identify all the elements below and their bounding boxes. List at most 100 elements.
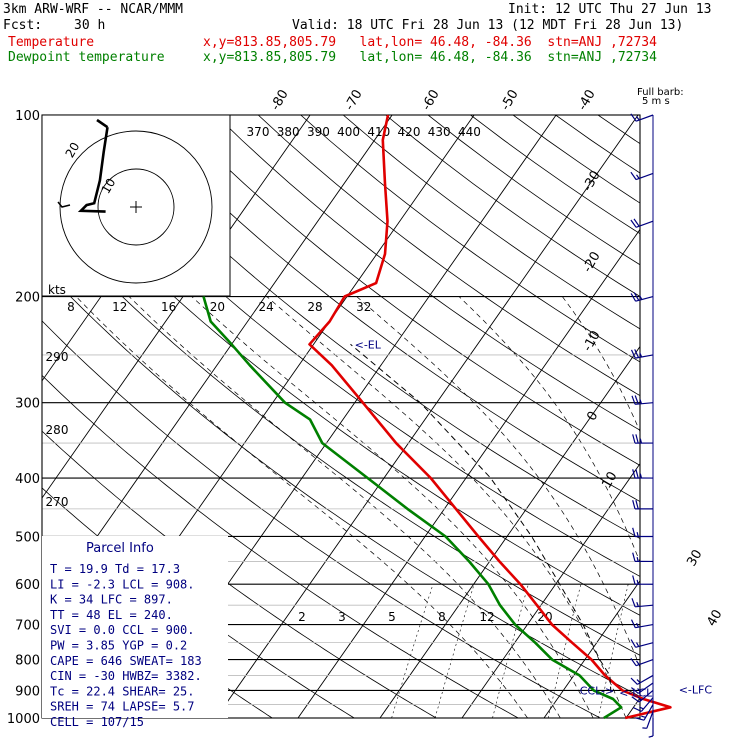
wind-barb-flag bbox=[636, 602, 639, 607]
hodograph-trace bbox=[77, 127, 109, 213]
hodograph-unit: kts bbox=[48, 283, 66, 297]
temperature-location: x,y=813.85,805.79 lat,lon= 46.48, -84.36… bbox=[203, 35, 657, 50]
isotherm-line bbox=[215, 115, 639, 718]
hodograph-ring-label: 10 bbox=[99, 176, 119, 196]
wind-barb-flag bbox=[632, 500, 636, 510]
hodograph-ring bbox=[97, 168, 175, 246]
parcel-info-row: LI = -2.3 LCL = 908. bbox=[50, 577, 195, 591]
hodograph-ring bbox=[59, 130, 213, 284]
dry-adiabat-line bbox=[42, 374, 520, 718]
isotherm-label: -40 bbox=[575, 87, 599, 113]
wind-barb-flag bbox=[639, 399, 643, 404]
wind-barb-flag bbox=[635, 469, 639, 479]
mixing-ratio-label: 3 bbox=[338, 610, 346, 624]
wind-barb-flag bbox=[639, 295, 643, 300]
hodograph-speed-tick: 20 bbox=[210, 300, 225, 314]
parcel-info-panel bbox=[42, 536, 228, 718]
theta-label: 400 bbox=[337, 125, 360, 139]
isotherm-label: -10 bbox=[580, 328, 604, 354]
wind-barb-flag bbox=[630, 113, 637, 122]
forecast-label: Fcst: bbox=[3, 18, 43, 33]
hodograph-trace bbox=[96, 118, 109, 129]
wind-barb-flag bbox=[634, 395, 639, 405]
dry-adiabat-line bbox=[641, 115, 740, 731]
wind-barb-flag bbox=[631, 598, 636, 608]
mixing-ratio-label: 5 bbox=[388, 610, 396, 624]
isotherm-line bbox=[461, 462, 640, 718]
wind-barb-flag bbox=[633, 218, 640, 227]
moist-adiabat-line bbox=[266, 296, 627, 718]
wind-barb-flag bbox=[639, 473, 643, 479]
wind-barb-flag bbox=[633, 292, 640, 301]
parcel-info-row: CIN = -30 HWBZ= 3382. bbox=[50, 669, 202, 683]
theta-label: 430 bbox=[428, 125, 451, 139]
wind-barb-flag bbox=[639, 352, 643, 358]
mixing-ratio-line bbox=[492, 584, 529, 718]
hodograph-speed-tick: 28 bbox=[307, 300, 322, 314]
parcel-info-row: K = 34 LFC = 897. bbox=[50, 593, 173, 607]
parcel-path bbox=[350, 343, 612, 693]
isotherm-label: 0 bbox=[584, 409, 601, 424]
pressure-label: 200 bbox=[15, 291, 40, 306]
dry-adiabat-line bbox=[257, 115, 640, 397]
isotherm-label: -70 bbox=[342, 87, 366, 113]
pressure-label: 100 bbox=[15, 109, 40, 124]
pressure-label: 1000 bbox=[7, 712, 40, 727]
wind-barb-flag bbox=[630, 657, 637, 667]
wind-barb-flag bbox=[632, 469, 636, 479]
wind-barb-flag bbox=[636, 579, 639, 585]
parcel-info-row: SREH = 74 LAPSE= 5.7 bbox=[50, 700, 195, 714]
theta-side-label: 290 bbox=[46, 350, 69, 364]
isotherm-label: -80 bbox=[268, 87, 292, 113]
mixing-ratio-line bbox=[547, 584, 582, 718]
temperature-legend: Temperature bbox=[8, 35, 95, 50]
wind-barb-flag bbox=[636, 679, 641, 684]
mixing-ratio-line bbox=[665, 584, 691, 718]
theta-label: 410 bbox=[367, 125, 390, 139]
theta-label: 420 bbox=[398, 125, 421, 139]
moist-adiabat-line bbox=[562, 296, 640, 433]
pressure-label: 900 bbox=[15, 684, 40, 699]
hodograph-speed-tick: 8 bbox=[67, 300, 75, 314]
wind-barb-flag bbox=[639, 438, 643, 444]
wind-barb-flag bbox=[639, 706, 644, 710]
pressure-label: 300 bbox=[15, 397, 40, 412]
wind-barb-flag bbox=[633, 707, 642, 712]
isotherm-label: -30 bbox=[580, 168, 604, 194]
theta-label: 370 bbox=[247, 125, 270, 139]
wind-barb-flag bbox=[631, 696, 640, 703]
isotherm-label: -60 bbox=[419, 87, 443, 113]
isotherm-line bbox=[625, 697, 640, 718]
theta-label: 390 bbox=[307, 125, 330, 139]
dry-adiabat-line bbox=[42, 213, 640, 656]
wind-barb-flag bbox=[630, 349, 636, 359]
parcel-info-row: CAPE = 646 SWEAT= 183 bbox=[50, 654, 202, 668]
moist-adiabat-line bbox=[191, 296, 594, 718]
wind-barb-flag bbox=[631, 687, 639, 694]
dry-adiabat-line bbox=[427, 115, 640, 266]
theta-side-label: 270 bbox=[46, 495, 69, 509]
wind-barb-flag bbox=[630, 677, 638, 685]
parcel-info-row: T = 19.9 Td = 17.3 bbox=[50, 562, 180, 576]
wind-barb-flag bbox=[630, 219, 637, 228]
isotherm-line bbox=[379, 345, 640, 718]
moist-adiabat-line bbox=[458, 296, 640, 563]
wind-barb-flag bbox=[630, 171, 637, 180]
hodograph-speed-tick: 32 bbox=[356, 300, 371, 314]
theta-side-label: 280 bbox=[46, 423, 69, 437]
parcel-info-row: TT = 48 EL = 240. bbox=[50, 608, 173, 622]
pressure-label: 700 bbox=[15, 619, 40, 634]
level-marker: <-LFC bbox=[679, 684, 713, 697]
wind-barb-flag bbox=[636, 556, 639, 562]
dry-adiabat-line bbox=[470, 115, 640, 235]
dry-adiabat-line bbox=[597, 115, 640, 145]
wind-barb-flag bbox=[637, 688, 642, 692]
hodograph-speed-tick: 16 bbox=[161, 300, 176, 314]
wind-barb bbox=[635, 295, 654, 302]
dry-adiabat-line bbox=[42, 320, 602, 718]
dry-adiabat-line bbox=[130, 115, 640, 502]
mixing-ratio-label: 8 bbox=[438, 610, 446, 624]
forecast-hour: 30 h bbox=[74, 18, 106, 33]
model-title: 3km ARW-WRF -- NCAR/MMM bbox=[3, 2, 184, 17]
